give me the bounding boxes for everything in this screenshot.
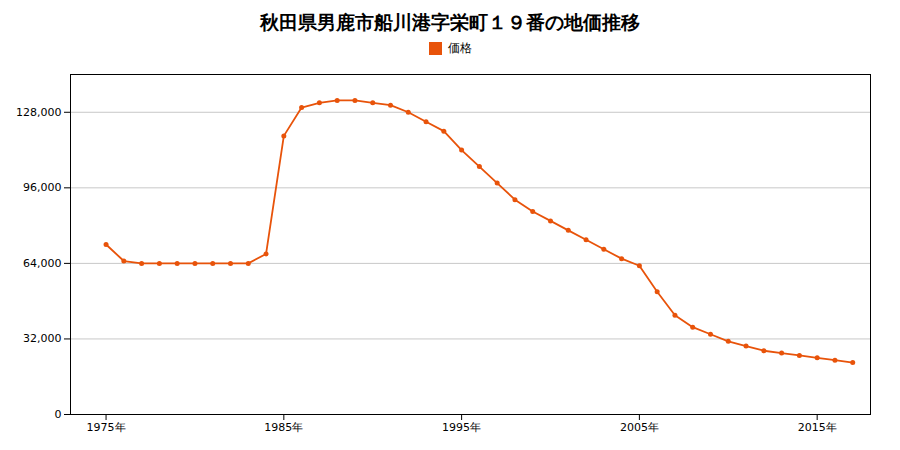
svg-text:1995年: 1995年 (442, 421, 481, 434)
html-text:価格: 価格 (447, 40, 472, 55)
svg-text:64,000: 64,000 (23, 257, 62, 270)
svg-text:0: 0 (55, 408, 62, 421)
svg-text:1985年: 1985年 (264, 421, 303, 434)
html-text:秋田県男鹿市船川港字栄町１９番の地価推移: 秋田県男鹿市船川港字栄町１９番の地価推移 (260, 11, 640, 33)
svg-text:2005年: 2005年 (620, 421, 659, 434)
svg-text:1975年: 1975年 (87, 421, 126, 434)
svg-text:2015年: 2015年 (798, 421, 837, 434)
svg-text:96,000: 96,000 (23, 181, 62, 194)
svg-text:128,000: 128,000 (16, 106, 62, 119)
svg-text:32,000: 32,000 (23, 332, 62, 345)
